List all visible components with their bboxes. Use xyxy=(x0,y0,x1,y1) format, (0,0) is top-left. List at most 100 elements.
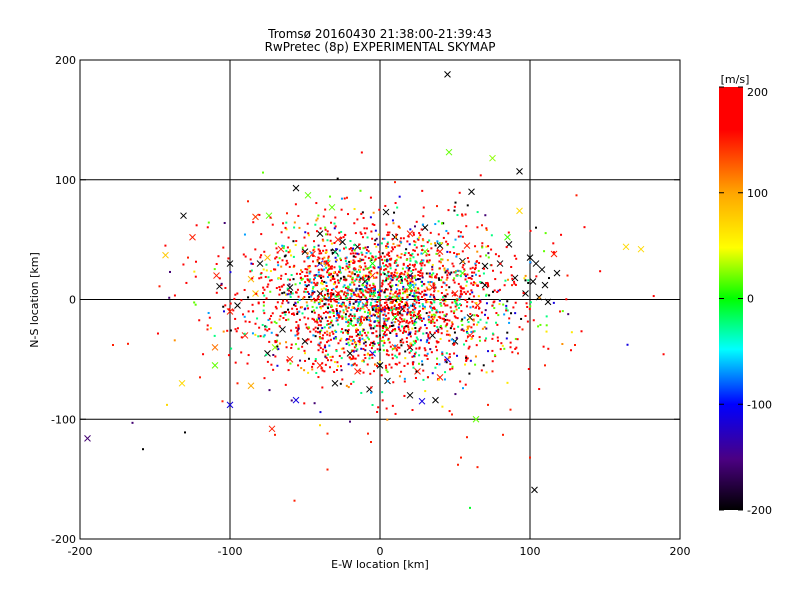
data-point-dot xyxy=(583,226,586,229)
data-point-dot xyxy=(400,241,403,244)
data-point-dot xyxy=(542,345,545,348)
data-point-dot xyxy=(283,291,286,294)
data-point-dot xyxy=(389,281,392,284)
data-point-dot xyxy=(387,380,390,383)
data-point-dot xyxy=(326,468,329,471)
data-point-dot xyxy=(213,334,216,337)
data-point-dot xyxy=(318,252,321,255)
data-point-dot xyxy=(441,258,444,261)
data-point-cross xyxy=(472,415,480,423)
data-point-dot xyxy=(444,371,447,374)
data-point-dot xyxy=(322,239,325,242)
data-point-dot xyxy=(405,319,408,322)
data-point-dot xyxy=(353,222,356,225)
data-point-dot xyxy=(503,347,506,350)
data-point-dot xyxy=(384,334,387,337)
data-point-dot xyxy=(428,239,431,242)
data-point-dot xyxy=(351,357,354,360)
data-point-dot xyxy=(496,323,499,326)
data-point-dot xyxy=(456,274,459,277)
data-point-dot xyxy=(441,351,444,354)
data-point-dot xyxy=(493,354,496,357)
data-point-dot xyxy=(329,355,332,358)
data-point-dot xyxy=(323,260,326,263)
data-point-dot xyxy=(509,346,512,349)
data-point-dot xyxy=(418,329,421,332)
data-point-dot xyxy=(460,290,463,293)
data-point-dot xyxy=(317,316,320,319)
data-point-dot xyxy=(416,338,419,341)
data-point-dot xyxy=(362,294,365,297)
data-point-dot xyxy=(283,255,286,258)
data-point-dot xyxy=(276,345,279,348)
data-point-dot xyxy=(547,347,550,350)
data-point-dot xyxy=(395,308,398,311)
data-point-dot xyxy=(391,276,394,279)
data-point-dot xyxy=(359,288,362,291)
data-point-dot xyxy=(438,267,441,270)
data-point-dot xyxy=(418,232,421,235)
colorbar-label: [m/s] xyxy=(721,73,750,86)
data-point-dot xyxy=(356,252,359,255)
data-point-dot xyxy=(336,365,339,368)
data-point-dot xyxy=(311,317,314,320)
data-point-dot xyxy=(296,333,299,336)
data-point-dot xyxy=(506,331,509,334)
data-point-dot xyxy=(411,316,414,319)
data-point-dot xyxy=(324,354,327,357)
data-point-dot xyxy=(425,301,428,304)
y-axis-label: N-S location [km] xyxy=(28,252,41,348)
data-point-dot xyxy=(370,391,373,394)
data-point-dot xyxy=(317,244,320,247)
data-point-dot xyxy=(269,216,272,219)
data-point-dot xyxy=(334,260,337,263)
data-point-dot xyxy=(412,269,415,272)
data-point-dot xyxy=(362,274,365,277)
data-point-dot xyxy=(470,338,473,341)
data-point-dot xyxy=(397,319,400,322)
data-point-dot xyxy=(463,343,466,346)
data-point-dot xyxy=(433,306,436,309)
data-point-dot xyxy=(354,300,357,303)
data-point-dot xyxy=(285,293,288,296)
data-point-dot xyxy=(377,296,380,299)
data-point-dot xyxy=(465,357,468,360)
data-point-dot xyxy=(469,312,472,315)
data-point-dot xyxy=(403,327,406,330)
data-point-dot xyxy=(272,368,275,371)
data-point-dot xyxy=(469,293,472,296)
data-point-cross xyxy=(445,148,453,156)
data-point-dot xyxy=(363,286,366,289)
data-point-dot xyxy=(359,307,362,310)
data-point-dot xyxy=(353,273,356,276)
data-point-dot xyxy=(371,237,374,240)
data-point-dot xyxy=(255,292,258,295)
data-point-dot xyxy=(385,326,388,329)
data-point-dot xyxy=(417,312,420,315)
data-point-dot xyxy=(372,289,375,292)
data-point-dot xyxy=(408,267,411,270)
data-point-dot xyxy=(436,329,439,332)
data-point-dot xyxy=(267,319,270,322)
data-point-dot xyxy=(453,331,456,334)
data-point-dot xyxy=(363,316,366,319)
data-point-dot xyxy=(433,307,436,310)
data-point-dot xyxy=(234,361,237,364)
data-point-dot xyxy=(330,242,333,245)
data-point-dot xyxy=(457,306,460,309)
data-point-dot xyxy=(359,257,362,260)
data-point-dot xyxy=(365,252,368,255)
data-point-dot xyxy=(477,315,480,318)
data-point-dot xyxy=(358,280,361,283)
data-point-dot xyxy=(173,339,176,342)
data-point-dot xyxy=(544,364,546,367)
data-point-dot xyxy=(258,213,261,216)
data-point-dot xyxy=(436,319,439,322)
data-point-dot xyxy=(402,309,405,312)
data-point-dot xyxy=(273,320,276,323)
data-point-dot xyxy=(405,248,408,251)
data-point-dot xyxy=(401,320,404,323)
data-point-dot xyxy=(411,304,414,307)
data-point-dot xyxy=(430,273,433,276)
x-tick-label: 100 xyxy=(520,545,541,558)
